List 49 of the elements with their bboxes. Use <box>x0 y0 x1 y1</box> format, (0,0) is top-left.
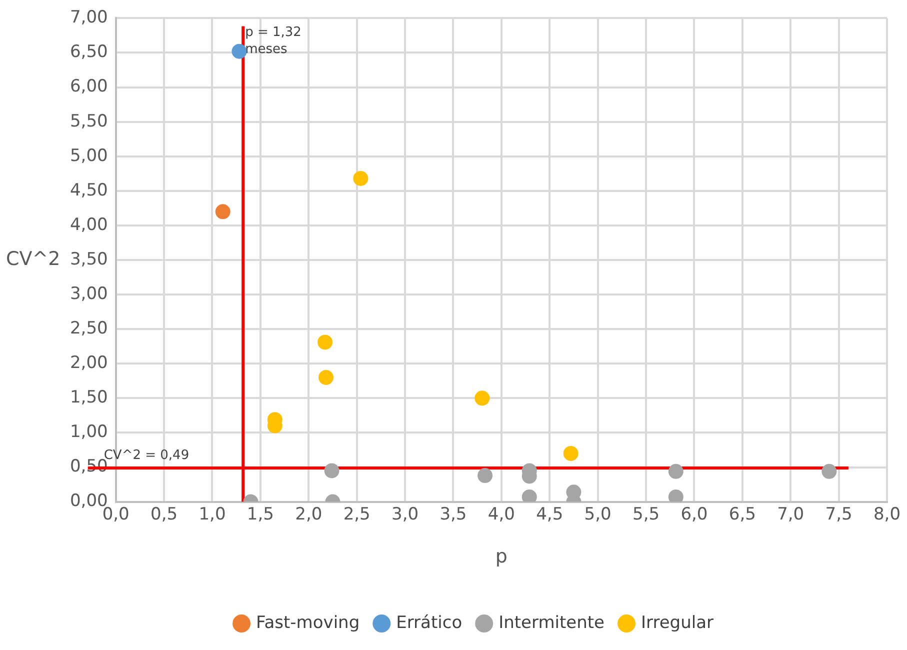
legend-label: Fast-moving <box>256 612 360 633</box>
y-tick-label: 6,00 <box>70 76 108 97</box>
x-tick-label: 6,0 <box>680 504 708 524</box>
x-tick-label: 2,5 <box>343 504 370 524</box>
x-axis-title: p <box>495 546 508 568</box>
x-tick-label: 8,0 <box>873 504 901 524</box>
x-tick-label: 7,5 <box>825 504 852 524</box>
point <box>324 463 340 478</box>
legend-label: Errático <box>396 612 462 633</box>
point <box>318 370 334 385</box>
x-tick-label: 3,0 <box>392 504 419 524</box>
point <box>668 489 684 502</box>
x-tick-label: 5,5 <box>632 504 660 524</box>
y-tick-label: 2,00 <box>70 353 108 374</box>
point <box>668 464 684 479</box>
y-tick-label: 1,00 <box>70 422 108 442</box>
y-tick-label: 5,50 <box>70 111 108 132</box>
x-tick-label: 1,5 <box>246 504 274 524</box>
x-tick-label: 4,5 <box>536 504 564 524</box>
point <box>232 44 247 59</box>
point <box>215 204 230 220</box>
point <box>353 170 368 186</box>
x-tick-label: 3,5 <box>440 504 467 524</box>
y-tick-label: 6,50 <box>70 42 108 62</box>
point <box>522 489 537 502</box>
x-tick-label: 1,0 <box>198 504 226 524</box>
point <box>318 334 333 350</box>
point <box>478 468 493 484</box>
y-tick-label: 3,00 <box>70 284 108 304</box>
x-tick-label: 4,0 <box>488 504 515 524</box>
x-tick-label: 0,5 <box>150 504 178 524</box>
x-tick-label: 5,0 <box>584 504 612 524</box>
legend-label: Intermitente <box>498 612 605 633</box>
y-tick-label: 2,50 <box>70 318 108 339</box>
y-axis-title: CV^2 <box>6 248 60 270</box>
point <box>822 464 837 479</box>
x-tick-label: 2,0 <box>295 504 322 524</box>
point <box>563 446 578 461</box>
point <box>474 390 490 406</box>
ref-line-label: p = 1,32 meses <box>245 25 302 58</box>
y-tick-label: 1,50 <box>70 388 108 408</box>
x-tick-label: 7,0 <box>777 504 804 524</box>
y-tick-label: 4,50 <box>70 180 108 200</box>
y-tick-label: 5,00 <box>70 146 108 166</box>
x-tick-label: 6,5 <box>728 504 756 524</box>
y-tick-label: 3,50 <box>70 249 108 270</box>
y-tick-label: 7,00 <box>70 8 108 28</box>
y-tick-label: 4,00 <box>70 214 108 235</box>
legend-label: Irregular <box>641 612 714 633</box>
